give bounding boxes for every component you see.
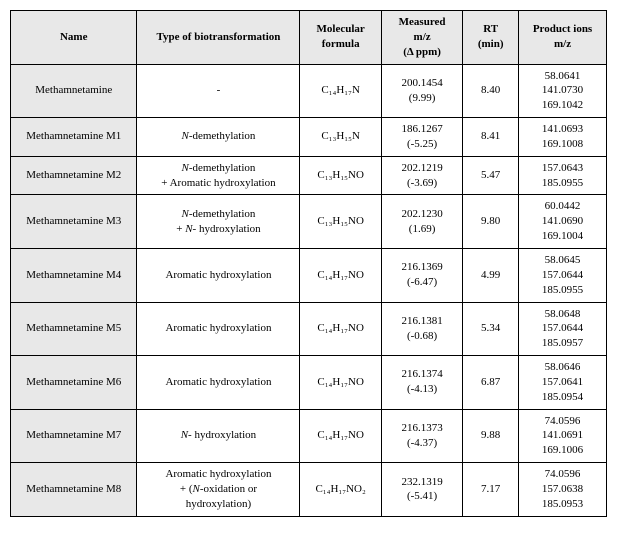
cell-rt: 9.80 <box>463 195 519 249</box>
cell-biotransformation: - <box>137 64 300 118</box>
cell-rt: 5.34 <box>463 302 519 356</box>
cell-measured-mz: 232.1319 (-5.41) <box>381 463 462 517</box>
cell-name: Methamnetamine M6 <box>11 356 137 410</box>
cell-name: Methamnetamine M2 <box>11 156 137 195</box>
cell-product-ions: 141.0693 169.1008 <box>519 118 607 157</box>
cell-formula: C₁₃H₁₅NO <box>300 156 381 195</box>
cell-measured-mz: 200.1454 (9.99) <box>381 64 462 118</box>
header-biotransformation: Type of biotransformation <box>137 11 300 65</box>
cell-name: Methamnetamine M5 <box>11 302 137 356</box>
cell-name: Methamnetamine <box>11 64 137 118</box>
cell-measured-mz: 202.1219 (-3.69) <box>381 156 462 195</box>
table-row: Methamnetamine M2N-demethylation + Aroma… <box>11 156 607 195</box>
table-row: Methamnetamine-C₁₄H₁₇N200.1454 (9.99)8.4… <box>11 64 607 118</box>
cell-product-ions: 58.0648 157.0644 185.0957 <box>519 302 607 356</box>
cell-name: Methamnetamine M7 <box>11 409 137 463</box>
cell-product-ions: 58.0645 157.0644 185.0955 <box>519 248 607 302</box>
table-row: Methamnetamine M4Aromatic hydroxylationC… <box>11 248 607 302</box>
cell-product-ions: 60.0442 141.0690 169.1004 <box>519 195 607 249</box>
cell-measured-mz: 202.1230 (1.69) <box>381 195 462 249</box>
cell-biotransformation: N-demethylation + N- hydroxylation <box>137 195 300 249</box>
cell-name: Methamnetamine M1 <box>11 118 137 157</box>
cell-measured-mz: 216.1374 (-4.13) <box>381 356 462 410</box>
cell-formula: C₁₄H₁₇NO <box>300 409 381 463</box>
cell-name: Methamnetamine M4 <box>11 248 137 302</box>
cell-biotransformation: Aromatic hydroxylation + (N-oxidation or… <box>137 463 300 517</box>
cell-formula: C₁₄H₁₇NO₂ <box>300 463 381 517</box>
table-body: Methamnetamine-C₁₄H₁₇N200.1454 (9.99)8.4… <box>11 64 607 516</box>
cell-formula: C₁₄H₁₇N <box>300 64 381 118</box>
cell-rt: 6.87 <box>463 356 519 410</box>
cell-measured-mz: 216.1373 (-4.37) <box>381 409 462 463</box>
cell-biotransformation: N-demethylation <box>137 118 300 157</box>
cell-product-ions: 58.0646 157.0641 185.0954 <box>519 356 607 410</box>
cell-biotransformation: Aromatic hydroxylation <box>137 356 300 410</box>
cell-measured-mz: 216.1381 (-0.68) <box>381 302 462 356</box>
cell-formula: C₁₄H₁₇NO <box>300 302 381 356</box>
cell-formula: C₁₃H₁₅N <box>300 118 381 157</box>
cell-measured-mz: 186.1267 (-5.25) <box>381 118 462 157</box>
table-row: Methamnetamine M7N- hydroxylationC₁₄H₁₇N… <box>11 409 607 463</box>
cell-measured-mz: 216.1369 (-6.47) <box>381 248 462 302</box>
cell-product-ions: 74.0596 141.0691 169.1006 <box>519 409 607 463</box>
cell-product-ions: 74.0596 157.0638 185.0953 <box>519 463 607 517</box>
table-row: Methamnetamine M1N-demethylationC₁₃H₁₅N1… <box>11 118 607 157</box>
cell-biotransformation: N-demethylation + Aromatic hydroxylation <box>137 156 300 195</box>
cell-product-ions: 58.0641 141.0730 169.1042 <box>519 64 607 118</box>
cell-biotransformation: Aromatic hydroxylation <box>137 248 300 302</box>
header-measured-mz: Measured m/z (Δ ppm) <box>381 11 462 65</box>
cell-formula: C₁₄H₁₇NO <box>300 248 381 302</box>
cell-formula: C₁₄H₁₇NO <box>300 356 381 410</box>
header-product-ions: Product ions m/z <box>519 11 607 65</box>
header-rt: RT (min) <box>463 11 519 65</box>
table-row: Methamnetamine M5Aromatic hydroxylationC… <box>11 302 607 356</box>
cell-name: Methamnetamine M3 <box>11 195 137 249</box>
header-formula: Molecular formula <box>300 11 381 65</box>
cell-rt: 5.47 <box>463 156 519 195</box>
cell-biotransformation: Aromatic hydroxylation <box>137 302 300 356</box>
cell-rt: 4.99 <box>463 248 519 302</box>
cell-product-ions: 157.0643 185.0955 <box>519 156 607 195</box>
table-row: Methamnetamine M8Aromatic hydroxylation … <box>11 463 607 517</box>
cell-rt: 9.88 <box>463 409 519 463</box>
header-name: Name <box>11 11 137 65</box>
cell-rt: 8.41 <box>463 118 519 157</box>
table-row: Methamnetamine M3N-demethylation + N- hy… <box>11 195 607 249</box>
cell-rt: 7.17 <box>463 463 519 517</box>
cell-name: Methamnetamine M8 <box>11 463 137 517</box>
metabolite-table: Name Type of biotransformation Molecular… <box>10 10 607 517</box>
cell-rt: 8.40 <box>463 64 519 118</box>
table-row: Methamnetamine M6Aromatic hydroxylationC… <box>11 356 607 410</box>
cell-formula: C₁₃H₁₅NO <box>300 195 381 249</box>
table-header: Name Type of biotransformation Molecular… <box>11 11 607 65</box>
cell-biotransformation: N- hydroxylation <box>137 409 300 463</box>
